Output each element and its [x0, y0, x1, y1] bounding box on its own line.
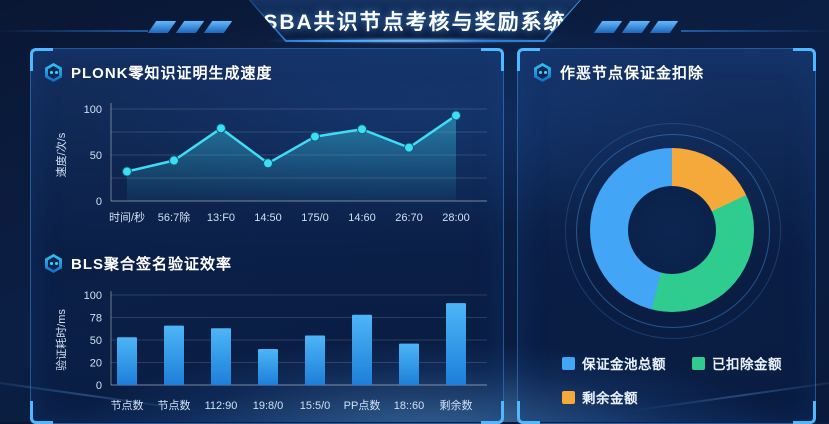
legend-swatch-icon	[562, 390, 575, 404]
bar	[305, 335, 325, 385]
y-tick-label: 78	[90, 313, 102, 325]
donut-chart-title: 作恶节点保证金扣除	[560, 65, 705, 82]
panel-corner	[30, 48, 53, 71]
title-glow-line	[264, 38, 564, 43]
x-category-label: 112:90	[205, 400, 238, 412]
hexagon-badge-icon	[534, 63, 551, 82]
legend-label: 剩余金额	[582, 391, 638, 406]
header-stripes-left	[147, 21, 233, 33]
data-point	[263, 158, 273, 169]
title-banner-bg	[250, 0, 580, 40]
data-point	[216, 123, 226, 134]
x-category-label: 14:50	[254, 212, 282, 224]
x-category-label: 56:7除	[158, 210, 190, 224]
bar	[211, 328, 231, 385]
legend-swatch-icon	[562, 356, 575, 370]
panel-corner	[517, 401, 540, 424]
y-axis-label: 验证耗时/ms	[54, 309, 68, 371]
bar-chart-title: BLS聚合签名验证效率	[71, 256, 233, 273]
y-tick-label: 100	[84, 104, 102, 116]
donut-chart-header: 作恶节点保证金扣除	[534, 62, 704, 83]
header-line-left	[0, 30, 148, 32]
donut-chart	[590, 148, 754, 312]
x-category-label: 节点数	[158, 399, 191, 412]
legend-item[interactable]: 保证金池总额	[562, 353, 666, 373]
y-axis-label: 速度/次/s	[54, 132, 68, 177]
bar	[399, 343, 419, 385]
y-tick-label: 20	[90, 358, 102, 370]
x-category-label: 19:8/0	[253, 400, 284, 412]
x-category-label: 175/0	[301, 212, 329, 224]
bar	[117, 337, 137, 385]
page-title: SBA共识节点考核与奖励系统	[263, 11, 567, 34]
line-chart-header: PLONK零知识证明生成速度	[45, 62, 273, 83]
data-point	[310, 131, 320, 142]
hexagon-badge-icon	[45, 254, 62, 273]
bar	[164, 325, 184, 385]
panel-right: 作恶节点保证金扣除 保证金池总额 已扣除金额剩余金额	[517, 48, 816, 424]
x-category-label: 节点数	[111, 399, 144, 412]
panel-corner	[793, 48, 816, 71]
line-series	[125, 114, 458, 173]
bar	[352, 314, 372, 385]
bar-chart-header: BLS聚合签名验证效率	[45, 253, 232, 274]
x-category-label: 26:70	[395, 212, 423, 224]
y-tick-label: 50	[90, 335, 102, 347]
header: SBA共识节点考核与奖励系统	[0, 0, 829, 46]
x-category-label: 14:60	[348, 212, 376, 224]
y-tick-label: 0	[96, 196, 102, 208]
data-point	[122, 166, 132, 177]
line-chart: 0 50 100 速度/次/s 时间/秒 56:7除 13:F0 14:50 175/0 14:6…	[54, 103, 487, 224]
x-category-label: PP点数	[344, 399, 381, 412]
y-tick-label: 0	[96, 380, 102, 392]
x-category-label: 15:5/0	[300, 400, 331, 412]
panel-corner	[481, 48, 504, 71]
data-point	[357, 124, 367, 135]
y-tick-label: 100	[84, 290, 102, 302]
title-banner: SBA共识节点考核与奖励系统	[249, 0, 581, 42]
header-stripes-right	[593, 21, 679, 33]
y-tick-label: 50	[90, 150, 102, 162]
header-line-right	[681, 30, 829, 32]
x-category-label: 剩余数	[440, 398, 473, 412]
x-category-label: 13:F0	[207, 212, 235, 224]
legend-label: 已扣除金额	[712, 357, 782, 372]
hexagon-badge-icon	[45, 63, 62, 82]
donut-legend: 保证金池总额 已扣除金额剩余金额	[562, 353, 802, 407]
data-point	[404, 142, 414, 153]
data-point	[169, 155, 179, 166]
panel-corner	[517, 48, 540, 71]
line-chart-title: PLONK零知识证明生成速度	[71, 65, 273, 82]
legend-swatch-icon	[692, 356, 705, 370]
x-category-label: 18::60	[394, 400, 425, 412]
bar	[258, 349, 278, 385]
bar	[446, 303, 466, 385]
bar-chart: 0 20 50 78 100 验证耗时/ms 节点数 节点数 112:90 19:8/0 15:5/…	[54, 290, 487, 412]
panel-left: PLONK零知识证明生成速度 0 50 100 速度/次/s 时间/秒 56:7除 13:F…	[30, 48, 504, 424]
x-category-label: 28:00	[442, 212, 470, 224]
legend-label: 保证金池总额	[582, 357, 666, 372]
x-category-label: 时间/秒	[109, 210, 145, 224]
data-point	[451, 110, 461, 121]
legend-item[interactable]: 剩余金额	[562, 387, 638, 407]
legend-item[interactable]: 已扣除金额	[692, 353, 782, 373]
